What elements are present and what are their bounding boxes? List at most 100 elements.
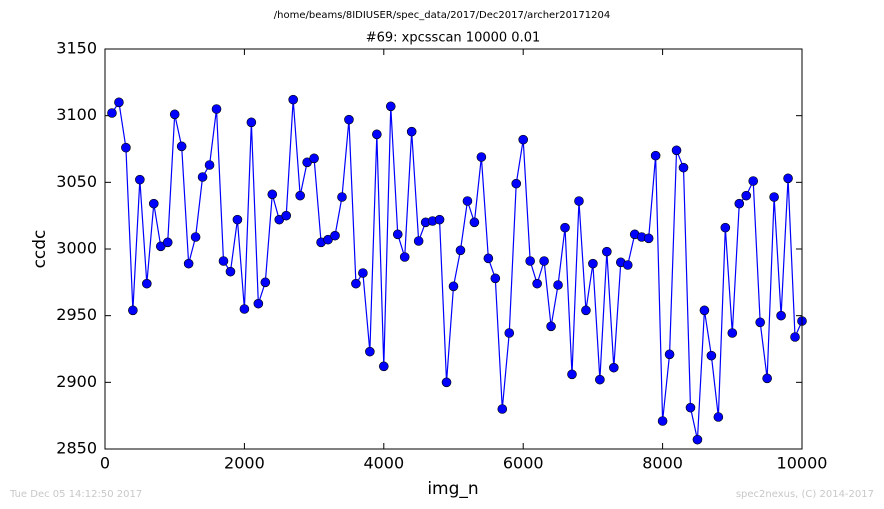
- marker: [344, 114, 354, 125]
- marker: [595, 374, 605, 385]
- marker: [288, 94, 298, 105]
- marker: [504, 328, 515, 338]
- marker: [142, 278, 152, 289]
- marker: [399, 252, 410, 262]
- marker: [239, 304, 250, 314]
- marker: [169, 109, 180, 120]
- marker: [253, 298, 264, 309]
- plot-frame: [104, 48, 803, 450]
- marker: [413, 236, 424, 246]
- y-tick-label: 2950: [56, 305, 97, 324]
- marker: [713, 412, 724, 422]
- marker: [734, 198, 745, 209]
- marker: [553, 280, 563, 290]
- marker: [692, 434, 703, 445]
- marker: [657, 416, 668, 426]
- marker: [727, 328, 738, 338]
- y-tick-label: 2900: [56, 372, 97, 391]
- marker: [497, 404, 508, 414]
- x-tick-label: 4000: [363, 454, 404, 473]
- x-tick-label: 8000: [642, 454, 683, 473]
- marker: [643, 233, 654, 244]
- marker: [309, 153, 319, 164]
- marker: [706, 350, 717, 361]
- y-tick-label: 3150: [56, 39, 97, 58]
- marker: [378, 361, 389, 372]
- marker: [246, 117, 257, 128]
- x-axis-label: img_n: [427, 479, 478, 499]
- marker: [232, 214, 243, 225]
- marker: [358, 268, 368, 278]
- marker: [490, 273, 501, 284]
- marker: [671, 145, 682, 156]
- marker: [351, 278, 361, 289]
- marker: [197, 172, 208, 182]
- marker: [107, 108, 117, 118]
- y-tick-label: 3100: [56, 105, 97, 124]
- marker: [664, 349, 675, 360]
- x-tick-label: 2000: [224, 454, 265, 473]
- marker: [567, 369, 577, 380]
- marker: [699, 305, 710, 316]
- marker: [176, 141, 187, 152]
- marker: [337, 192, 347, 202]
- marker: [406, 126, 417, 137]
- marker: [574, 196, 584, 206]
- marker: [469, 217, 480, 228]
- marker: [211, 104, 222, 114]
- marker: [218, 256, 229, 266]
- marker: [114, 97, 124, 108]
- marker: [609, 362, 619, 373]
- marker: [365, 346, 375, 357]
- marker: [330, 230, 340, 241]
- marker: [455, 245, 466, 256]
- marker: [204, 160, 215, 170]
- marker: [685, 402, 696, 413]
- marker: [678, 162, 689, 173]
- y-axis-label: ccdc: [30, 230, 50, 269]
- marker: [267, 189, 278, 200]
- marker: [532, 278, 542, 289]
- marker: [762, 373, 772, 384]
- marker: [518, 134, 529, 145]
- chart-title: #69: xpcsscan 10000 0.01: [366, 31, 541, 46]
- marker: [790, 332, 800, 342]
- marker: [295, 190, 305, 201]
- marker: [476, 152, 487, 162]
- marker: [776, 310, 786, 321]
- marker: [511, 178, 522, 189]
- marker: [783, 173, 793, 184]
- marker: [372, 129, 382, 140]
- marker: [755, 317, 765, 328]
- marker: [183, 258, 194, 269]
- footer-left: Tue Dec 05 14:12:50 2017: [9, 489, 142, 500]
- marker: [483, 253, 494, 264]
- suptitle: /home/beams/8IDIUSER/spec_data/2017/Dec2…: [274, 10, 610, 21]
- marker: [225, 266, 236, 277]
- marker: [441, 377, 452, 388]
- marker: [720, 222, 731, 233]
- marker: [448, 281, 459, 292]
- marker: [260, 277, 271, 288]
- marker: [385, 101, 396, 112]
- marker: [769, 192, 779, 202]
- x-tick-label: 0: [100, 454, 110, 473]
- marker: [434, 214, 445, 225]
- marker: [581, 305, 591, 316]
- marker: [622, 260, 633, 270]
- marker: [121, 142, 131, 153]
- marker: [162, 237, 173, 248]
- marker: [602, 246, 612, 257]
- y-tick-label: 3050: [56, 172, 97, 191]
- marker: [281, 210, 292, 221]
- marker: [546, 321, 556, 332]
- y-tick-label: 2850: [56, 439, 97, 458]
- series-line: [111, 99, 803, 440]
- y-tick-label: 3000: [56, 239, 97, 258]
- marker: [650, 150, 661, 161]
- x-tick-label: 10000: [777, 454, 828, 473]
- marker: [190, 232, 201, 242]
- marker: [135, 174, 145, 185]
- x-tick-label: 6000: [503, 454, 544, 473]
